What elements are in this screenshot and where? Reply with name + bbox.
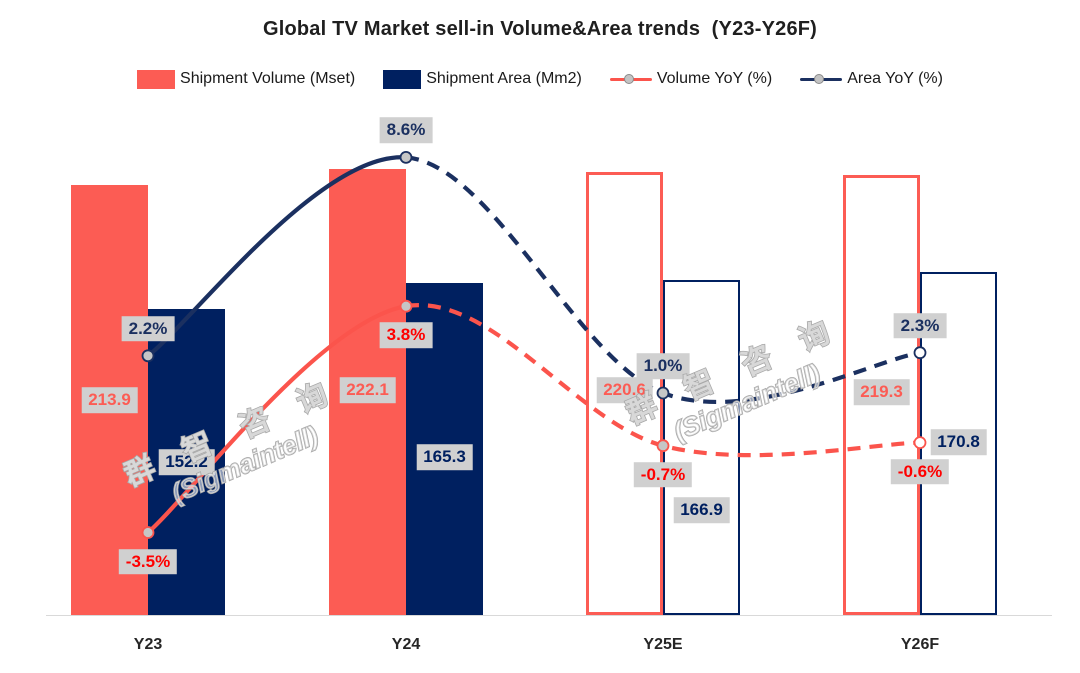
yoy-area-label: 1.0% bbox=[636, 353, 690, 379]
x-axis-line bbox=[46, 615, 1052, 616]
legend-label: Shipment Area (Mm2) bbox=[426, 70, 582, 87]
volume-value-label: 220.6 bbox=[596, 377, 653, 403]
volume-yoy-line-marker-icon bbox=[609, 73, 652, 85]
yoy-vol-label: -0.7% bbox=[633, 461, 693, 488]
yoy-vol-label: 3.8% bbox=[379, 322, 433, 348]
x-axis-label-y26f: Y26F bbox=[900, 636, 940, 653]
legend-label: Area YoY (%) bbox=[847, 70, 943, 87]
x-axis-label-y24: Y24 bbox=[391, 636, 421, 653]
yoy-area-label: 8.6% bbox=[379, 117, 433, 144]
volume-bar-swatch-icon bbox=[137, 69, 176, 89]
area-bar-swatch-icon bbox=[383, 69, 422, 89]
yoy-area-label: 2.3% bbox=[893, 312, 947, 339]
area-value-label: 152.2 bbox=[158, 449, 215, 475]
yoy-vol-label: -3.5% bbox=[118, 548, 178, 575]
yoy-area-marker-y24 bbox=[399, 150, 413, 164]
x-axis-label-y25e: Y25E bbox=[643, 636, 683, 653]
legend-item-shipment-volume: Shipment Volume (Mset) bbox=[137, 69, 356, 89]
x-axis-label-y23: Y23 bbox=[133, 636, 163, 653]
legend-item-shipment-area: Shipment Area (Mm2) bbox=[383, 69, 582, 89]
legend-item-area-yoy: Area YoY (%) bbox=[800, 70, 943, 88]
area-value-label: 166.9 bbox=[673, 497, 730, 523]
volume-value-label: 222.1 bbox=[339, 377, 396, 403]
volume-value-label: 213.9 bbox=[81, 387, 138, 413]
yoy-area-label: 2.2% bbox=[121, 316, 175, 342]
legend-label: Volume YoY (%) bbox=[656, 70, 773, 87]
volume-value-label: 219.3 bbox=[853, 379, 910, 405]
yoy-vol-label: -0.6% bbox=[890, 458, 950, 485]
area-value-label: 165.3 bbox=[416, 444, 473, 470]
legend-label: Shipment Volume (Mset) bbox=[180, 70, 356, 87]
area-bar-y25e bbox=[663, 279, 740, 615]
legend: Shipment Volume (Mset) Shipment Area (Mm… bbox=[0, 66, 1080, 92]
legend-item-volume-yoy: Volume YoY (%) bbox=[609, 70, 773, 88]
chart-title: Global TV Market sell-in Volume&Area tre… bbox=[262, 18, 818, 40]
area-value-label: 170.8 bbox=[930, 429, 987, 455]
area-yoy-line-marker-icon bbox=[800, 73, 843, 85]
